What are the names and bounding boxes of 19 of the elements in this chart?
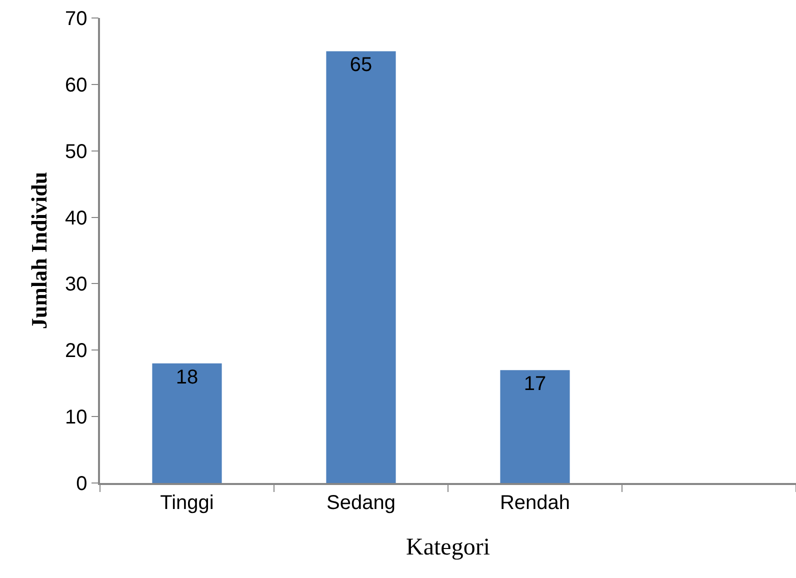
y-tick-label: 0 — [76, 473, 88, 495]
y-tick-label: 50 — [65, 140, 88, 163]
y-tick-label: 60 — [65, 74, 88, 96]
data-label: 65 — [350, 54, 372, 76]
x-tick-label: Sedang — [326, 492, 396, 514]
y-tick-label: 20 — [65, 340, 88, 362]
data-label: 18 — [176, 366, 198, 388]
bar — [500, 370, 570, 483]
bar — [152, 363, 222, 483]
y-tick-label: 40 — [65, 207, 88, 230]
x-tick-label: Tinggi — [160, 492, 214, 514]
y-tick-label: 70 — [65, 8, 88, 30]
bar — [326, 51, 396, 483]
x-axis-title: Kategori — [406, 534, 490, 561]
y-tick-label: 10 — [65, 406, 88, 429]
y-axis-title: Jumlah Individu — [26, 172, 52, 330]
data-label: 17 — [524, 373, 546, 396]
x-tick-label: Rendah — [500, 492, 570, 514]
y-tick-label: 30 — [65, 274, 88, 296]
